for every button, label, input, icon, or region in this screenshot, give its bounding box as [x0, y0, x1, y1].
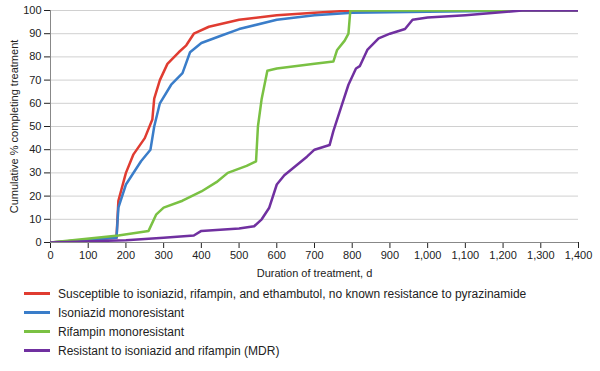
svg-text:1,100: 1,100	[452, 249, 480, 261]
svg-text:80: 80	[29, 50, 41, 62]
svg-text:Duration of treatment, d: Duration of treatment, d	[257, 267, 373, 279]
svg-text:Cumulative % completing treatm: Cumulative % completing treatment	[8, 40, 20, 214]
svg-text:60: 60	[29, 97, 41, 109]
svg-text:1,400: 1,400	[565, 249, 593, 261]
svg-text:90: 90	[29, 27, 41, 39]
svg-text:100: 100	[23, 4, 41, 16]
svg-text:0: 0	[35, 236, 41, 248]
svg-text:1,300: 1,300	[527, 249, 555, 261]
svg-text:200: 200	[117, 249, 135, 261]
svg-text:400: 400	[192, 249, 210, 261]
svg-text:800: 800	[343, 249, 361, 261]
svg-text:100: 100	[79, 249, 97, 261]
svg-text:40: 40	[29, 143, 41, 155]
svg-text:300: 300	[154, 249, 172, 261]
svg-text:30: 30	[29, 166, 41, 178]
svg-text:700: 700	[305, 249, 323, 261]
svg-text:500: 500	[230, 249, 248, 261]
html-text:Resistant to isoniazid and rif: Resistant to isoniazid and rifampin (MDR…	[58, 343, 280, 358]
svg-text:0: 0	[47, 249, 53, 261]
svg-text:10: 10	[29, 213, 41, 225]
svg-text:900: 900	[381, 249, 399, 261]
html-text:Susceptible to isoniazid, rifa: Susceptible to isoniazid, rifampin, and …	[58, 286, 527, 301]
html-text:Rifampin monoresistant: Rifampin monoresistant	[58, 324, 185, 339]
html-text:Isoniazid monoresistant: Isoniazid monoresistant	[58, 305, 185, 320]
svg-text:50: 50	[29, 120, 41, 132]
svg-text:1,000: 1,000	[414, 249, 442, 261]
svg-text:600: 600	[268, 249, 286, 261]
svg-text:1,200: 1,200	[489, 249, 517, 261]
svg-text:70: 70	[29, 74, 41, 86]
svg-text:20: 20	[29, 190, 41, 202]
